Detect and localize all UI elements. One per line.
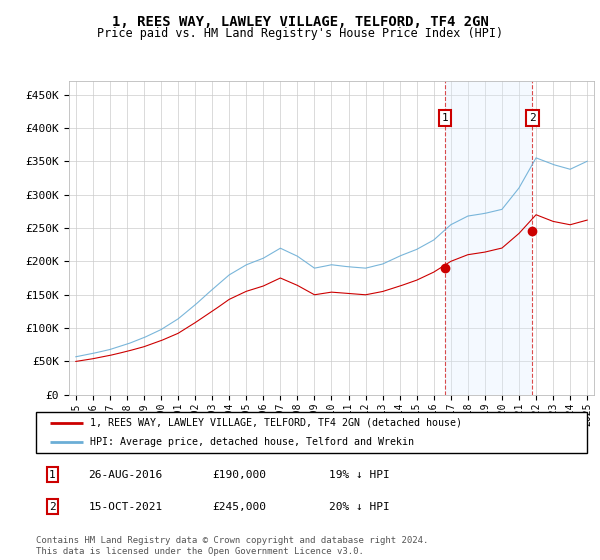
Text: Contains HM Land Registry data © Crown copyright and database right 2024.
This d: Contains HM Land Registry data © Crown c… [36,536,428,556]
Text: £190,000: £190,000 [212,470,266,480]
Text: 15-OCT-2021: 15-OCT-2021 [88,502,163,512]
Text: 1, REES WAY, LAWLEY VILLAGE, TELFORD, TF4 2GN: 1, REES WAY, LAWLEY VILLAGE, TELFORD, TF… [112,15,488,29]
FancyBboxPatch shape [36,412,587,452]
Text: 1: 1 [49,470,56,480]
Text: 1: 1 [442,113,448,123]
Text: £245,000: £245,000 [212,502,266,512]
Text: 26-AUG-2016: 26-AUG-2016 [88,470,163,480]
Text: Price paid vs. HM Land Registry's House Price Index (HPI): Price paid vs. HM Land Registry's House … [97,27,503,40]
Text: 2: 2 [529,113,536,123]
Text: 1, REES WAY, LAWLEY VILLAGE, TELFORD, TF4 2GN (detached house): 1, REES WAY, LAWLEY VILLAGE, TELFORD, TF… [90,418,462,428]
Text: 19% ↓ HPI: 19% ↓ HPI [329,470,389,480]
Text: HPI: Average price, detached house, Telford and Wrekin: HPI: Average price, detached house, Telf… [90,437,414,447]
Text: 20% ↓ HPI: 20% ↓ HPI [329,502,389,512]
Text: 2: 2 [49,502,56,512]
Bar [445,81,532,395]
